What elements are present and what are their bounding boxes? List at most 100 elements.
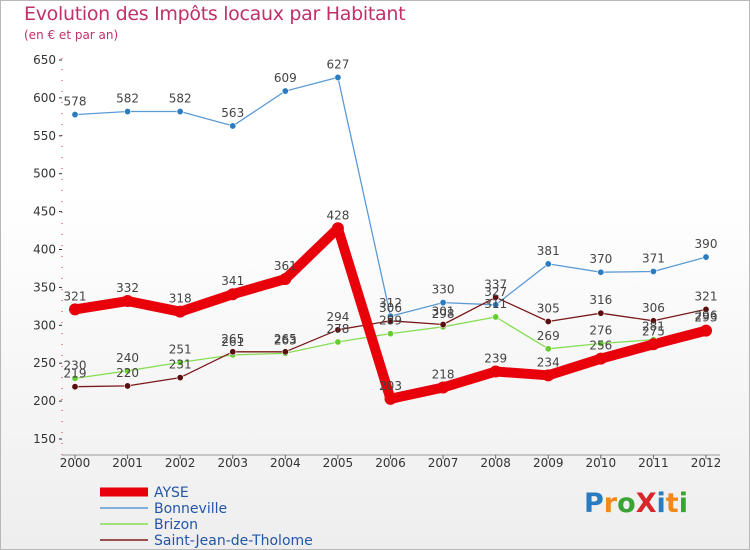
data-label: 276 <box>589 323 612 337</box>
data-point <box>176 358 184 366</box>
data-label: 318 <box>169 292 192 306</box>
data-label: 582 <box>169 92 192 106</box>
logo-letter: r <box>603 488 618 519</box>
data-point <box>124 367 132 375</box>
data-point <box>700 324 712 337</box>
data-label: 330 <box>432 283 455 297</box>
data-label: 230 <box>64 358 87 372</box>
data-label: 428 <box>326 208 349 222</box>
data-label: 578 <box>64 95 87 109</box>
data-point <box>229 348 237 356</box>
data-point <box>439 299 447 307</box>
y-tick-label: 300 <box>33 318 56 332</box>
x-tick-label: 2000 <box>60 456 91 470</box>
y-tick-label: 550 <box>33 129 56 143</box>
data-label: 281 <box>642 320 665 334</box>
logo-letter: P <box>584 488 604 519</box>
data-label: 332 <box>116 281 139 295</box>
data-label: 269 <box>537 329 560 343</box>
data-label: 341 <box>221 274 244 288</box>
data-label: 627 <box>326 57 349 71</box>
data-label: 316 <box>589 293 612 307</box>
data-point <box>279 273 292 286</box>
data-label: 219 <box>64 367 87 381</box>
data-point <box>331 222 344 235</box>
data-point <box>174 305 187 318</box>
data-label: 298 <box>432 307 455 321</box>
data-point <box>597 339 605 347</box>
data-label: 306 <box>642 301 665 315</box>
data-label: 381 <box>537 244 560 258</box>
data-point <box>647 338 660 351</box>
data-label: 337 <box>484 277 507 291</box>
data-label: 261 <box>221 335 244 349</box>
data-point <box>594 352 607 365</box>
data-point <box>71 111 79 119</box>
data-point <box>544 345 552 353</box>
logo-letter: o <box>617 488 636 519</box>
data-point <box>121 295 134 308</box>
y-tick-label: 250 <box>33 356 56 370</box>
data-point <box>649 317 657 325</box>
data-point <box>334 73 342 81</box>
data-label: 240 <box>116 351 139 365</box>
data-point <box>702 305 710 313</box>
data-label: 256 <box>589 339 612 353</box>
data-point <box>437 381 450 394</box>
data-label: 563 <box>221 106 244 120</box>
legend-label: Brizon <box>154 517 198 533</box>
data-label: 361 <box>274 259 297 273</box>
data-label: 203 <box>379 379 402 393</box>
data-point <box>334 338 342 346</box>
data-label: 293 <box>695 311 718 325</box>
data-point <box>69 303 81 316</box>
x-tick-label: 2003 <box>217 456 248 470</box>
y-tick-label: 450 <box>33 205 56 219</box>
data-point <box>176 108 184 116</box>
data-point <box>492 313 500 321</box>
data-label: 294 <box>326 310 349 324</box>
data-point <box>124 382 132 390</box>
y-tick-label: 200 <box>33 394 56 408</box>
data-point <box>281 87 289 95</box>
data-label: 220 <box>116 366 139 380</box>
y-tick-label: 650 <box>33 53 56 67</box>
data-point <box>597 309 605 317</box>
x-tick-label: 2011 <box>638 456 669 470</box>
data-label: 306 <box>379 301 402 315</box>
data-label: 218 <box>432 367 455 381</box>
data-label: 321 <box>695 289 718 303</box>
data-point <box>597 268 605 276</box>
y-tick-label: 350 <box>33 280 56 294</box>
data-label: 609 <box>274 71 297 85</box>
data-point <box>386 330 394 338</box>
data-point <box>281 348 289 356</box>
data-label: 321 <box>64 289 87 303</box>
x-tick-label: 2002 <box>165 456 196 470</box>
y-tick-label: 150 <box>33 432 56 446</box>
data-point <box>489 365 502 378</box>
x-tick-label: 2006 <box>375 456 406 470</box>
x-tick-label: 2010 <box>586 456 617 470</box>
y-tick-label: 400 <box>33 243 56 257</box>
data-point <box>384 392 397 405</box>
data-label: 265 <box>274 332 297 346</box>
proxiti-logo: ProXiti <box>584 488 688 519</box>
data-point <box>71 374 79 382</box>
x-tick-label: 2005 <box>323 456 354 470</box>
data-label: 296 <box>695 308 718 322</box>
x-tick-label: 2001 <box>112 456 143 470</box>
logo-letter: X <box>635 488 657 519</box>
data-label: 251 <box>169 342 192 356</box>
data-label: 312 <box>379 296 402 310</box>
data-point <box>492 301 500 309</box>
data-label: 263 <box>274 333 297 347</box>
y-tick-label: 500 <box>33 167 56 181</box>
data-label: 371 <box>642 251 665 265</box>
data-point <box>334 326 342 334</box>
legend-label: Saint-Jean-de-Tholome <box>154 533 313 549</box>
data-point <box>226 288 239 301</box>
x-tick-label: 2004 <box>270 456 301 470</box>
data-point <box>544 260 552 268</box>
